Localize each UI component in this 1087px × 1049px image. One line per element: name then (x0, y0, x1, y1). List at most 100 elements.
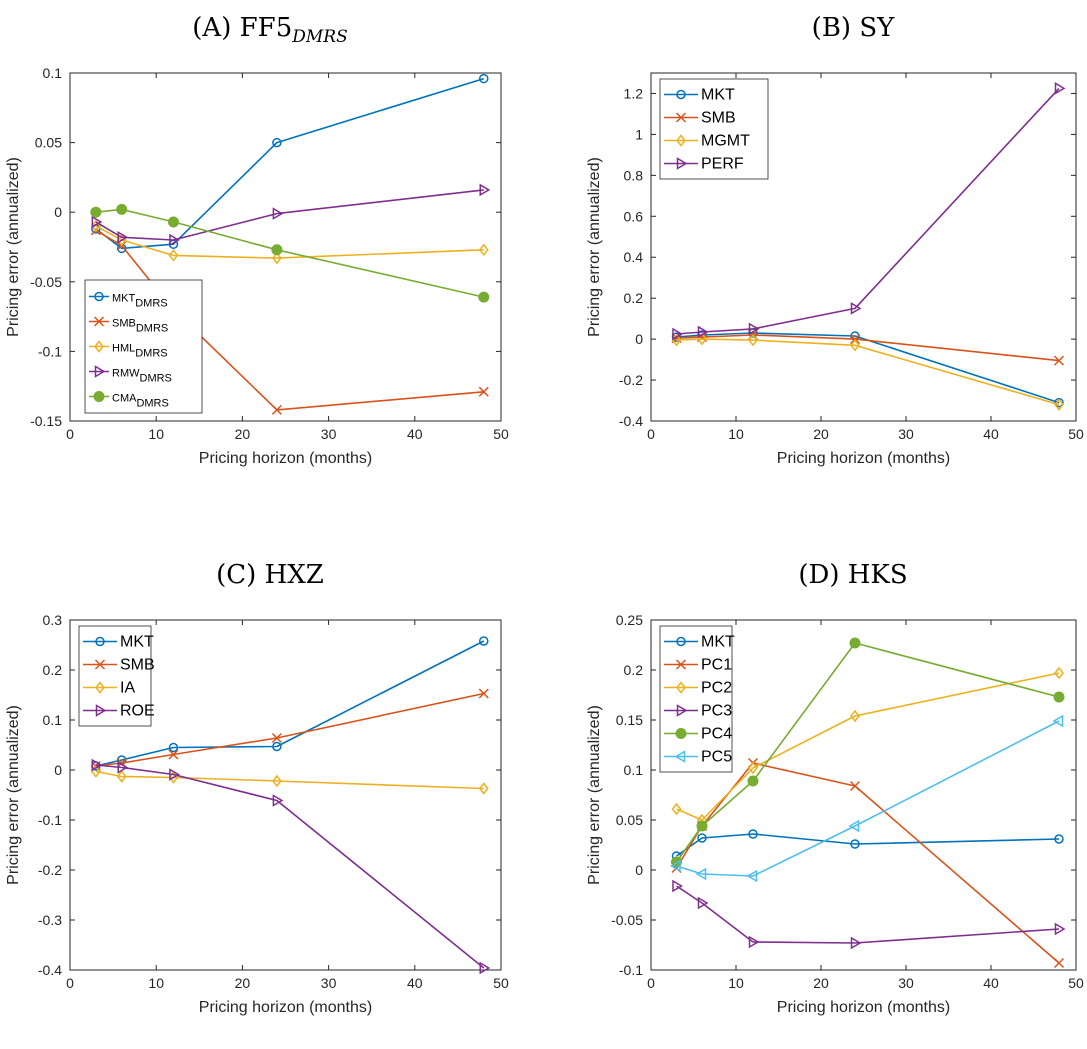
panel-a-legend-label-mkt: MKTDMRS (112, 293, 168, 310)
panel-d-ytick-label: 0 (635, 862, 643, 878)
panel-b-point-mgmt (748, 333, 758, 347)
panel-c-ytick-label: -0.1 (38, 812, 62, 828)
panel-b-legend-name: MKT (701, 87, 735, 104)
panel-a-title: (A) FF5DMRS (192, 13, 347, 47)
panel-b-ytick-label: 0.2 (624, 290, 644, 306)
panel-b-xtick-label: 30 (898, 426, 914, 442)
panel-d-point-mkt (748, 829, 758, 839)
panel-c-xtick-label: 10 (148, 975, 164, 991)
panel-a-title-main: (A) FF5 (192, 13, 292, 43)
panel-c-ytick-label: -0.4 (38, 962, 62, 978)
panel-a-series-rmw (91, 183, 491, 247)
panel-d-point-pc2 (1054, 666, 1064, 680)
panel-b-ytick-label: 0.8 (624, 167, 644, 183)
panel-d-point-pc5 (670, 859, 681, 873)
panel-d-legend-marker-pc4 (675, 728, 687, 739)
panel-d-legend: MKT PC1 PC2 PC3 PC4 PC5 (659, 625, 735, 773)
panel-b-line-mkt (676, 332, 1060, 404)
panel-b-point-mgmt (697, 332, 707, 346)
panel-b-ytick-label: 0.6 (624, 208, 644, 224)
panel-a-point-cma (116, 203, 128, 215)
panel-d-title-main: (D) HKS (798, 560, 907, 590)
panel-d-point-pc4 (747, 775, 759, 787)
panel-b-title: (B) SY (812, 13, 895, 43)
panel-b-point-mgmt (850, 339, 860, 352)
panel-b-legend-label-mgmt: MGMT (701, 133, 750, 150)
panel-c-legend-box (78, 625, 152, 727)
panel-d-point-pc2 (850, 709, 860, 723)
panel-b-line-mgmt (676, 338, 1060, 406)
panel-c-point-ia (478, 782, 489, 795)
panel-d-legend-name: PC2 (701, 680, 732, 697)
panel-d-ytick-label: 0.15 (616, 712, 643, 728)
panel-c-legend-marker-mkt (95, 636, 105, 647)
panel-d-point-pc3 (672, 879, 683, 893)
panel-b-point-perf (748, 322, 760, 336)
panel-c-legend-name: ROE (120, 703, 155, 720)
panel-c-legend-marker-roe (95, 704, 107, 717)
panel-d-point-pc5 (746, 869, 758, 883)
panel-c-ytick-label: 0 (54, 762, 62, 778)
panel-b-point-smb (1053, 355, 1065, 366)
panel-c-point-smb (478, 688, 489, 699)
panel-d-legend-marker-pc3 (676, 704, 688, 717)
panel-b-legend-label-mkt: MKT (701, 87, 735, 104)
panel-d-point-pc1 (1053, 957, 1065, 969)
panel-c-point-smb (168, 749, 179, 760)
panel-a-xtick-label: 10 (148, 426, 164, 442)
panel-c-legend: MKT SMB IA ROE (78, 625, 155, 727)
panel-a-line-mkt (95, 77, 485, 250)
panel-d-point-pc5 (848, 819, 860, 833)
panel-b-series-perf (672, 82, 1066, 341)
panel-a-point-rmw (479, 183, 491, 197)
panel-d-ytick-label: -0.05 (611, 912, 643, 928)
panel-b-legend-marker-mgmt (676, 134, 686, 147)
panel-d-point-pc4 (696, 820, 708, 832)
panel-a-ytick-label: 0.05 (35, 135, 62, 151)
panel-b-series-mgmt (671, 332, 1064, 411)
panel-d-legend-marker-mkt (676, 636, 686, 647)
panel-c-point-roe (479, 961, 491, 975)
panel-b-xlabel: Pricing horizon (months) (777, 450, 950, 467)
panel-b-ytick-label: 0.4 (624, 249, 644, 265)
panel-d-ytick-label: 0.2 (624, 662, 644, 678)
panel-d-line-pc2 (676, 672, 1060, 821)
panel-a-legend-label-hml: HMLDMRS (112, 343, 168, 360)
panel-b-legend-name: SMB (701, 110, 736, 127)
panel-d-series-pc3 (672, 879, 1066, 950)
panel-c-ytick-label: 0.2 (43, 662, 63, 678)
panel-a-point-rmw (91, 215, 103, 229)
panel-a-title-sub: DMRS (291, 27, 347, 47)
panel-c: (C) HXZ 0 10 20 30 40 50 -0.4 -0.3 -0.2 -0.1 0 0.1 0.… (5, 560, 509, 1016)
panel-d-xtick-label: 30 (898, 975, 914, 991)
panel-d-series-pc5 (670, 714, 1064, 883)
panel-d-legend-box (659, 625, 733, 773)
panel-b-xtick-label: 40 (983, 426, 999, 442)
panel-a-legend-marker-mkt (94, 291, 104, 302)
panel-b-legend-marker-smb (675, 112, 687, 123)
panel-d-ytick-label: 0.1 (624, 762, 644, 778)
panel-a-legend-marker-cma (93, 391, 105, 402)
panel-a-ylabel: Pricing error (annualized) (5, 157, 22, 337)
panel-d-xlabel: Pricing horizon (months) (777, 999, 950, 1016)
panel-c-ylabel: Pricing error (annualized) (5, 705, 22, 885)
panel-a-legend-sub: DMRS (136, 398, 168, 410)
panel-d-point-pc4 (1053, 691, 1065, 703)
panel-c-xtick-label: 50 (493, 975, 509, 991)
panel-a-series-cma (90, 203, 490, 303)
panel-d-legend-marker-pc1 (675, 659, 687, 670)
panel-a-point-smb (271, 404, 282, 415)
panel-a-point-hml (168, 249, 179, 262)
panel-d-ylabel: Pricing error (annualized) (586, 705, 603, 885)
panel-a-point-cma (167, 216, 179, 228)
panel-a-xlabel: Pricing horizon (months) (199, 450, 372, 467)
panel-a-point-rmw (272, 207, 284, 220)
panel-d-legend-name: PC5 (701, 749, 732, 766)
panel-d-point-pc3 (748, 935, 760, 949)
panel-d-legend-label-pc5: PC5 (701, 749, 732, 766)
panel-d-legend-label-pc3: PC3 (701, 703, 732, 720)
panel-a-xtick-label: 30 (321, 426, 337, 442)
